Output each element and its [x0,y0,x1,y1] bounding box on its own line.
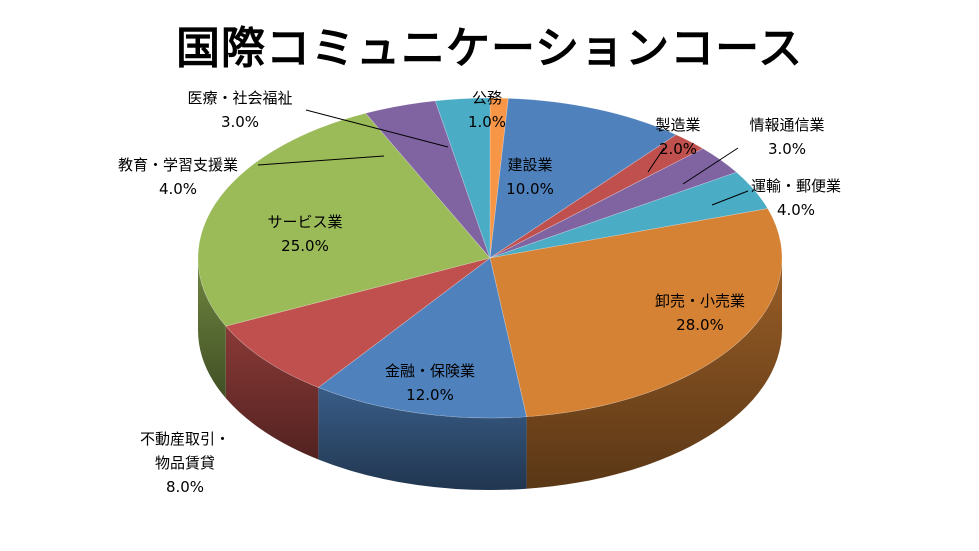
slice-value-label-slice-9: 25.0% [281,237,329,255]
slice-category-label-slice-8: 物品賃貸 [155,454,215,472]
pie-slice-8 [225,257,491,388]
pie-side-slice-6 [526,258,782,489]
chart-title: 国際コミュニケーションコース [176,23,803,74]
pie-top-faces [197,97,783,419]
slice-category-label-slice-1: 公務 [472,89,502,107]
pie-side-slice-9 [198,258,226,399]
slice-value-label-slice-3: 2.0% [659,140,697,158]
slice-category-label-slice-7: 金融・保険業 [385,362,475,380]
slice-value-label-slice-10: 4.0% [159,180,197,198]
slice-category-label-slice-11: 医療・社会福祉 [187,89,292,107]
slice-category-label-slice-9: サービス業 [267,213,342,231]
slice-value-label-slice-1: 1.0% [468,113,506,131]
pie-slice-9 [197,112,491,327]
pie-slice-4 [489,148,738,259]
pie-side-slice-7 [318,387,527,490]
slice-value-label-slice-4: 3.0% [768,140,806,158]
slice-labels: 公務 1.0% 建設業 10.0% 製造業 2.0% 情報通信業 3.0% 運輸・郵便業 4.0%… [118,89,841,496]
leader-line-slice-5 [711,190,749,206]
slice-category-label-slice-6: 卸売・小売業 [655,292,745,310]
leader-line-slice-3 [647,147,665,173]
leader-lines [257,109,749,206]
leader-line-slice-10 [257,155,385,166]
pie-slice-1 [489,97,509,259]
slice-value-label-slice-11: 3.0% [221,113,259,131]
slice-category-label-slice-10: 教育・学習支援業 [118,156,238,174]
slice-value-label-slice-5: 4.0% [777,201,815,219]
leader-line-slice-4 [682,147,739,185]
leader-line-slice-11 [305,109,449,148]
pie-slice-7 [317,257,527,419]
pie-slice-3 [489,134,704,259]
pie-side-slice-8 [225,326,319,460]
slice-category-label-slice-8: 不動産取引・ [140,430,230,448]
slice-value-label-slice-7: 12.0% [406,386,454,404]
pie-side-walls [198,258,782,490]
slice-category-label-slice-2: 建設業 [507,156,552,174]
slice-value-label-slice-8: 8.0% [166,478,204,496]
slice-category-label-slice-5: 運輸・郵便業 [751,177,841,195]
pie-slice-11 [434,97,491,259]
slice-category-label-slice-3: 製造業 [655,116,700,134]
slice-category-label-slice-4: 情報通信業 [749,116,824,134]
pie-slice-10 [365,100,491,259]
pie-slice-6 [489,208,783,418]
slice-value-label-slice-6: 28.0% [676,316,724,334]
slice-value-label-slice-2: 10.0% [506,180,554,198]
pie-slice-5 [489,171,769,259]
pie-slice-2 [489,98,677,259]
